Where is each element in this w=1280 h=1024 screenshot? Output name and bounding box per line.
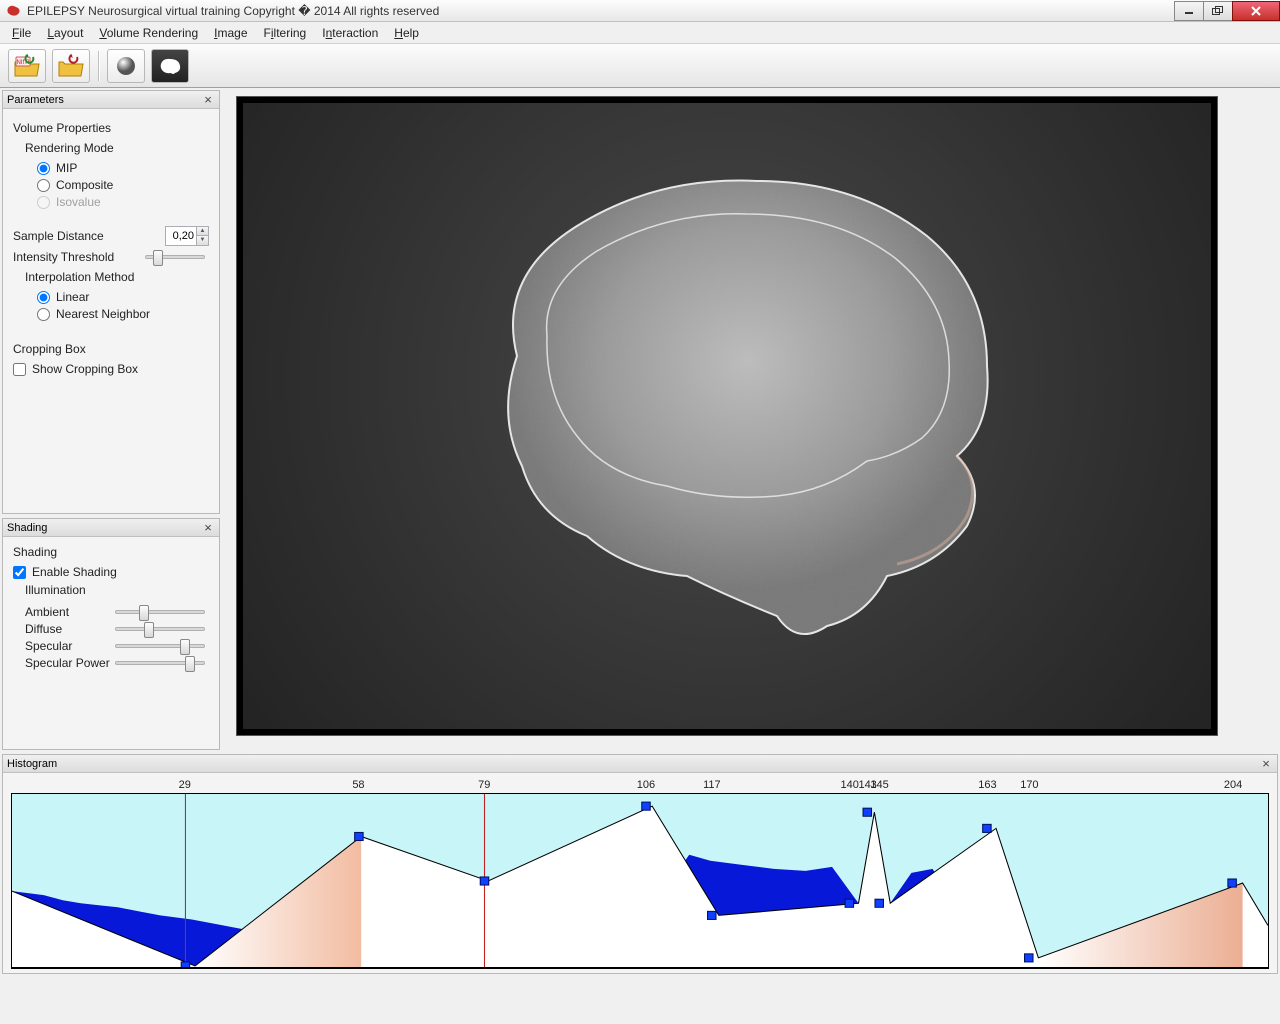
left-column: Parameters × Volume Properties Rendering…	[0, 88, 222, 752]
menubar: File Layout Volume Rendering Image Filte…	[0, 22, 1280, 44]
menu-filtering[interactable]: Filtering	[256, 24, 315, 42]
menu-image[interactable]: Image	[206, 24, 255, 42]
folder-nifti-icon: NIfTI	[13, 54, 41, 78]
parameters-close-icon[interactable]: ×	[201, 93, 215, 107]
histogram-title: Histogram	[7, 758, 57, 770]
viewport-render	[243, 103, 1211, 729]
toolbar: NIfTI	[0, 44, 1280, 88]
cropping-box-label: Cropping Box	[13, 342, 209, 356]
histogram-tick: 140	[840, 779, 858, 791]
ambient-label: Ambient	[25, 605, 111, 619]
intensity-threshold-slider[interactable]	[145, 255, 205, 259]
menu-interaction[interactable]: Interaction	[314, 24, 386, 42]
maximize-button[interactable]	[1203, 1, 1233, 21]
ambient-slider[interactable]	[115, 610, 205, 614]
menu-layout[interactable]: Layout	[39, 24, 91, 42]
toolbar-separator	[98, 51, 99, 81]
radio-isovalue: Isovalue	[37, 195, 209, 209]
sample-distance-label: Sample Distance	[13, 229, 165, 243]
close-button[interactable]	[1232, 1, 1280, 21]
histogram-tick: 145	[870, 779, 888, 791]
minimize-button[interactable]	[1174, 1, 1204, 21]
intensity-threshold-label: Intensity Threshold	[13, 250, 141, 264]
viewport[interactable]	[236, 96, 1218, 736]
open-nifti-button[interactable]: NIfTI	[8, 49, 46, 83]
rendering-mode-label: Rendering Mode	[25, 141, 209, 155]
parameters-panel: Parameters × Volume Properties Rendering…	[2, 90, 220, 514]
folder-reload-icon	[57, 54, 85, 78]
shading-title: Shading	[7, 522, 47, 534]
histogram-panel: Histogram × 2958791061171401431451631702…	[2, 754, 1278, 974]
render-sphere-button[interactable]	[107, 49, 145, 83]
sample-distance-input[interactable]: ▲▼	[165, 226, 209, 246]
histogram-tick: 204	[1224, 779, 1242, 791]
shading-body: Shading Enable Shading Illumination Ambi…	[3, 537, 219, 681]
radio-composite[interactable]: Composite	[37, 178, 209, 192]
window-controls	[1175, 1, 1280, 21]
shading-panel: Shading × Shading Enable Shading Illumin…	[2, 518, 220, 750]
volume-properties-label: Volume Properties	[13, 121, 209, 135]
brain-icon	[157, 56, 183, 76]
parameters-title: Parameters	[7, 94, 64, 106]
specular-slider[interactable]	[115, 644, 205, 648]
illumination-label: Illumination	[25, 583, 209, 597]
parameters-header: Parameters ×	[3, 91, 219, 109]
menu-file[interactable]: File	[4, 24, 39, 42]
menu-volume-rendering[interactable]: Volume Rendering	[91, 24, 206, 42]
specular-label: Specular	[25, 639, 111, 653]
histogram-canvas[interactable]	[11, 793, 1269, 969]
radio-nearest[interactable]: Nearest Neighbor	[37, 307, 209, 321]
brain-view-button[interactable]	[151, 49, 189, 83]
histogram-tick: 163	[978, 779, 996, 791]
brain-render	[427, 156, 1027, 656]
menu-help[interactable]: Help	[386, 24, 427, 42]
window-title: EPILEPSY Neurosurgical virtual training …	[27, 4, 1175, 18]
titlebar: EPILEPSY Neurosurgical virtual training …	[0, 0, 1280, 22]
shading-section-label: Shading	[13, 545, 209, 559]
show-cropping-box-checkbox[interactable]: Show Cropping Box	[13, 362, 209, 376]
specular-power-slider[interactable]	[115, 661, 205, 665]
parameters-body: Volume Properties Rendering Mode MIP Com…	[3, 109, 219, 387]
diffuse-label: Diffuse	[25, 622, 111, 636]
main-area: Parameters × Volume Properties Rendering…	[0, 88, 1280, 1024]
shading-close-icon[interactable]: ×	[201, 521, 215, 535]
histogram-tick: 117	[703, 779, 721, 791]
histogram-tick: 58	[352, 779, 364, 791]
histogram-body: 295879106117140143145163170204	[3, 773, 1277, 977]
interpolation-method-label: Interpolation Method	[25, 270, 209, 284]
histogram-tick: 29	[179, 779, 191, 791]
specular-power-label: Specular Power	[25, 656, 111, 670]
sphere-icon	[114, 54, 138, 78]
diffuse-slider[interactable]	[115, 627, 205, 631]
histogram-tick: 106	[637, 779, 655, 791]
radio-linear[interactable]: Linear	[37, 290, 209, 304]
histogram-tick: 79	[478, 779, 490, 791]
shading-header: Shading ×	[3, 519, 219, 537]
histogram-ticks: 295879106117140143145163170204	[11, 777, 1269, 793]
histogram-close-icon[interactable]: ×	[1259, 757, 1273, 771]
histogram-tick: 170	[1020, 779, 1038, 791]
histogram-header: Histogram ×	[3, 755, 1277, 773]
app-icon	[6, 5, 22, 17]
open-folder-button[interactable]	[52, 49, 90, 83]
enable-shading-checkbox[interactable]: Enable Shading	[13, 565, 209, 579]
radio-mip[interactable]: MIP	[37, 161, 209, 175]
